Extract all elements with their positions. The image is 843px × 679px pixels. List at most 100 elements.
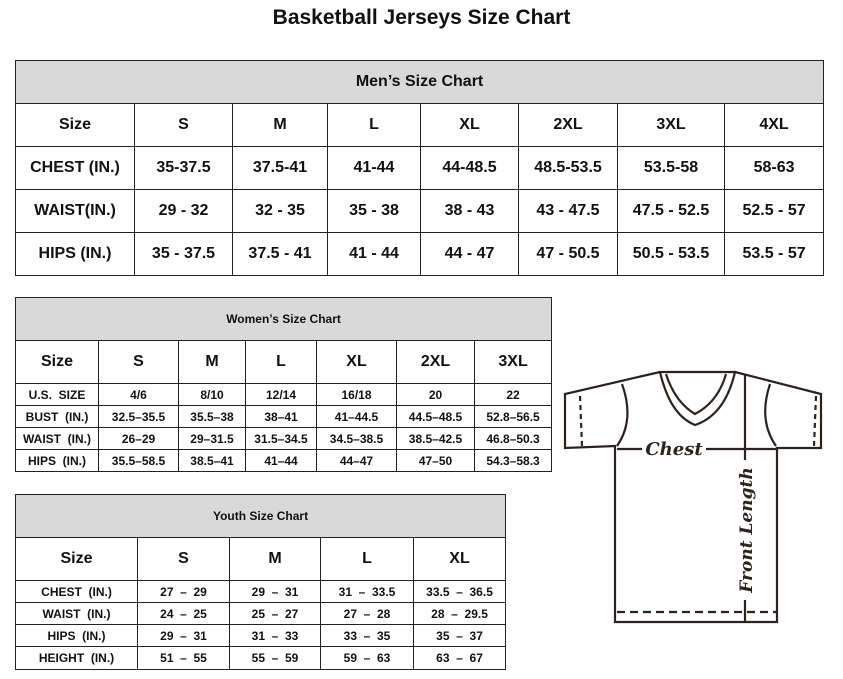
youth-size-table: Youth Size Chart Size S M L XL CHEST (IN.) 27 –… — [14, 494, 507, 670]
measurement-cell: 46.8–50.3 — [473, 427, 553, 450]
table-row: CHEST (IN.) 27 – 29 29 – 31 31 – 33.5 33.5 –… — [15, 580, 507, 603]
measurement-cell: 12/14 — [245, 383, 317, 406]
row-label: HEIGHT (IN.) — [15, 646, 138, 670]
measurement-cell: 43 - 47.5 — [518, 189, 618, 233]
measurement-cell: 50.5 - 53.5 — [617, 232, 725, 276]
measurement-cell: 52.5 - 57 — [723, 189, 825, 233]
row-label: WAIST (IN.) — [15, 427, 99, 450]
measurement-cell: 29 – 31 — [137, 624, 230, 647]
table-row: BUST (IN.) 32.5–35.5 35.5–38 38–41 41–44.5 44… — [15, 405, 553, 428]
jersey-diagram: Chest Front Length — [563, 370, 823, 624]
front-length-label: Front Length — [737, 467, 757, 593]
measurement-cell: 22 — [473, 383, 553, 406]
size-header-cell: XL — [412, 537, 507, 581]
measurement-cell: 16/18 — [316, 383, 397, 406]
measurement-cell: 37.5 - 41 — [232, 232, 328, 276]
measurement-cell: 25 – 27 — [229, 602, 321, 625]
measurement-cell: 41–44 — [245, 449, 317, 472]
size-header-cell: L — [245, 340, 317, 384]
size-header-cell: XL — [316, 340, 397, 384]
measurement-cell: 41-44 — [327, 146, 421, 190]
measurement-cell: 53.5-58 — [617, 146, 725, 190]
measurement-cell: 37.5-41 — [232, 146, 328, 190]
measurement-cell: 27 – 28 — [320, 602, 414, 625]
measurement-cell: 31 – 33 — [229, 624, 321, 647]
measurement-cell: 58-63 — [723, 146, 825, 190]
women-table-heading: Women’s Size Chart — [14, 297, 553, 341]
row-label: HIPS (IN.) — [15, 449, 99, 472]
measurement-cell: 33.5 – 36.5 — [412, 580, 507, 603]
size-header-cell: XL — [420, 103, 519, 147]
measurement-cell: 32.5–35.5 — [98, 405, 179, 428]
row-label: WAIST (IN.) — [15, 602, 138, 625]
measurement-cell: 44–47 — [316, 449, 397, 472]
size-header-cell: 3XL — [473, 340, 553, 384]
men-table-heading: Men’s Size Chart — [14, 60, 825, 104]
measurement-cell: 27 – 29 — [137, 580, 230, 603]
row-label: BUST (IN.) — [15, 405, 99, 428]
size-header-cell: S — [98, 340, 179, 384]
chest-label: Chest — [645, 439, 703, 460]
size-header-cell: 2XL — [518, 103, 618, 147]
size-header-cell: L — [320, 537, 414, 581]
row-label: HIPS (IN.) — [15, 232, 135, 276]
row-label: U.S. SIZE — [15, 383, 99, 406]
size-header-cell: M — [178, 340, 246, 384]
measurement-cell: 34.5–38.5 — [316, 427, 397, 450]
measurement-cell: 55 – 59 — [229, 646, 321, 670]
table-row: HIPS (IN.) 29 – 31 31 – 33 33 – 35 35 – 37 — [15, 624, 507, 647]
measurement-cell: 35 - 38 — [327, 189, 421, 233]
mens-size-table: Men’s Size Chart Size S M L XL 2XL 3XL 4XL CHEST … — [14, 60, 825, 276]
measurement-cell: 38.5–42.5 — [396, 427, 475, 450]
measurement-cell: 29–31.5 — [178, 427, 246, 450]
collar-inner — [664, 373, 728, 416]
table-row: HIPS (IN.) 35 - 37.5 37.5 - 41 41 - 44 44 - … — [15, 232, 825, 276]
size-header-row: Size S M L XL — [15, 537, 507, 581]
size-header-cell: M — [229, 537, 321, 581]
page-title: Basketball Jerseys Size Chart — [272, 6, 571, 29]
size-header-row: Size S M L XL 2XL 3XL — [15, 340, 553, 384]
row-label: CHEST (IN.) — [15, 580, 138, 603]
measurement-cell: 35-37.5 — [134, 146, 233, 190]
table-row: HEIGHT (IN.) 51 – 55 55 – 59 59 – 63 63 – 67 — [15, 646, 507, 670]
measurement-cell: 47–50 — [396, 449, 475, 472]
measurement-cell: 38.5–41 — [178, 449, 246, 472]
measurement-cell: 33 – 35 — [320, 624, 414, 647]
measurement-cell: 29 - 32 — [134, 189, 233, 233]
measurement-cell: 26–29 — [98, 427, 179, 450]
table-row: WAIST (IN.) 24 – 25 25 – 27 27 – 28 28 – 29.… — [15, 602, 507, 625]
table-row: WAIST (IN.) 26–29 29–31.5 31.5–34.5 34.5–38.… — [15, 427, 553, 450]
size-header-cell: S — [137, 537, 230, 581]
table-row: WAIST(IN.) 29 - 32 32 - 35 35 - 38 38 - 43 43… — [15, 189, 825, 233]
womens-size-table: Women’s Size Chart Size S M L XL 2XL 3XL U.S. SI… — [14, 297, 553, 472]
collar-outer — [658, 370, 737, 427]
measurement-cell: 35.5–58.5 — [98, 449, 179, 472]
measurement-cell: 4/6 — [98, 383, 179, 406]
measurement-cell: 59 – 63 — [320, 646, 414, 670]
measurement-cell: 44 - 47 — [420, 232, 519, 276]
measurement-cell: 41–44.5 — [316, 405, 397, 428]
measurement-cell: 52.8–56.5 — [473, 405, 553, 428]
measurement-cell: 47.5 - 52.5 — [617, 189, 725, 233]
measurement-cell: 54.3–58.3 — [473, 449, 553, 472]
size-header-cell: 2XL — [396, 340, 475, 384]
size-header-cell: S — [134, 103, 233, 147]
measurement-cell: 53.5 - 57 — [723, 232, 825, 276]
measurement-cell: 48.5-53.5 — [518, 146, 618, 190]
measurement-cell: 35 - 37.5 — [134, 232, 233, 276]
table-row: U.S. SIZE 4/6 8/10 12/14 16/18 20 22 — [15, 383, 553, 406]
measurement-cell: 29 – 31 — [229, 580, 321, 603]
measurement-cell: 8/10 — [178, 383, 246, 406]
row-label: Size — [15, 537, 138, 581]
measurement-cell: 44-48.5 — [420, 146, 519, 190]
row-label: WAIST(IN.) — [15, 189, 135, 233]
measurement-cell: 38–41 — [245, 405, 317, 428]
measurement-cell: 24 – 25 — [137, 602, 230, 625]
youth-table-heading: Youth Size Chart — [14, 494, 507, 538]
measurement-cell: 63 – 67 — [412, 646, 507, 670]
measurement-cell: 31 – 33.5 — [320, 580, 414, 603]
row-label: Size — [15, 340, 99, 384]
measurement-cell: 28 – 29.5 — [412, 602, 507, 625]
size-header-cell: M — [232, 103, 328, 147]
measurement-cell: 32 - 35 — [232, 189, 328, 233]
